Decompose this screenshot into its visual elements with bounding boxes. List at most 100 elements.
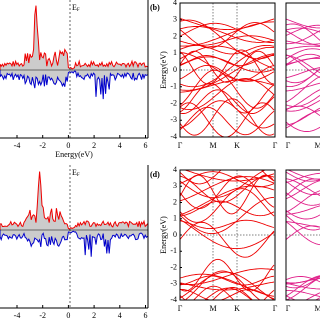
band	[286, 54, 320, 78]
band	[180, 78, 275, 111]
y-tick-label: 4	[173, 165, 177, 174]
band	[286, 68, 320, 88]
frame	[285, 2, 320, 138]
frame	[179, 2, 276, 138]
y-tick-label: -3	[170, 279, 177, 288]
band	[286, 275, 320, 289]
band	[180, 98, 275, 136]
dos-fill	[0, 230, 148, 257]
k-label: M	[209, 141, 216, 150]
band	[286, 18, 320, 29]
band	[180, 89, 275, 114]
k-label: Γ	[286, 304, 291, 313]
band	[180, 174, 275, 215]
band	[180, 106, 275, 136]
band	[286, 295, 297, 300]
band	[204, 287, 253, 300]
bands	[180, 17, 275, 137]
band	[180, 49, 275, 85]
dos-down	[0, 230, 148, 257]
y-tick-label: -4	[170, 132, 177, 141]
y-tick-label: 2	[173, 31, 177, 40]
band	[286, 23, 320, 41]
band	[286, 68, 320, 84]
fermi-sub: F	[77, 8, 80, 13]
fermi-sub: F	[77, 173, 80, 178]
band	[180, 21, 275, 47]
band	[286, 100, 320, 112]
x-tick-label: 2	[92, 311, 96, 320]
band	[180, 219, 275, 230]
bands	[286, 170, 320, 300]
y-label: Energy(eV)	[159, 216, 168, 254]
band	[180, 221, 275, 258]
band	[286, 221, 320, 246]
band	[180, 200, 275, 217]
x-tick-label: 0	[66, 141, 70, 150]
y-tick-label: 0	[173, 65, 177, 74]
dos-down	[0, 70, 148, 100]
band	[180, 22, 275, 43]
k-label: K	[234, 304, 240, 313]
y-tick-label: 2	[173, 197, 177, 206]
band	[180, 52, 275, 82]
panel-label: (d)	[150, 170, 160, 179]
x-tick-label: -4	[14, 311, 21, 320]
y-tick-label: -4	[170, 295, 177, 304]
band	[180, 170, 275, 185]
band	[286, 24, 320, 36]
band	[180, 56, 275, 73]
x-tick-label: -2	[39, 311, 46, 320]
band	[180, 196, 275, 235]
band	[286, 107, 320, 126]
band	[180, 286, 254, 300]
band	[286, 109, 320, 129]
band	[286, 276, 320, 283]
band	[286, 54, 320, 74]
dos-fill	[0, 5, 148, 71]
k-label: Γ	[286, 141, 291, 150]
band	[304, 292, 320, 300]
x-tick-label: 0	[66, 311, 70, 320]
bands	[286, 18, 320, 132]
y-tick-label: -2	[170, 98, 177, 107]
k-label: Γ	[178, 141, 183, 150]
y-tick-label: 4	[173, 0, 177, 7]
k-label: M	[314, 141, 320, 150]
band	[286, 277, 320, 300]
band	[180, 19, 275, 60]
band	[286, 221, 320, 228]
band	[180, 289, 275, 300]
band	[286, 282, 320, 290]
band	[286, 214, 320, 231]
band	[286, 275, 320, 284]
y-tick-label: 1	[173, 48, 177, 57]
x-tick-label: 4	[118, 141, 122, 150]
band	[286, 172, 320, 184]
band	[286, 53, 320, 66]
bands	[180, 170, 275, 300]
x-tick-label: 6	[144, 311, 148, 320]
panel-label: (b)	[150, 3, 160, 12]
x-tick-label: -2	[39, 141, 46, 150]
x-tick-label: 2	[92, 141, 96, 150]
k-label: Γ	[178, 304, 183, 313]
band	[180, 171, 275, 188]
dos-fill	[0, 171, 148, 230]
dos-up	[0, 5, 148, 70]
band	[180, 275, 275, 286]
band	[193, 285, 275, 300]
band	[286, 190, 320, 213]
band	[286, 275, 320, 297]
band	[287, 170, 320, 180]
k-label: M	[209, 304, 216, 313]
band	[286, 121, 320, 132]
band	[180, 273, 275, 297]
frame	[285, 169, 320, 301]
band	[180, 188, 275, 223]
band	[286, 82, 320, 92]
band	[286, 45, 320, 50]
band	[184, 270, 261, 300]
band	[180, 69, 275, 109]
band	[180, 64, 275, 81]
